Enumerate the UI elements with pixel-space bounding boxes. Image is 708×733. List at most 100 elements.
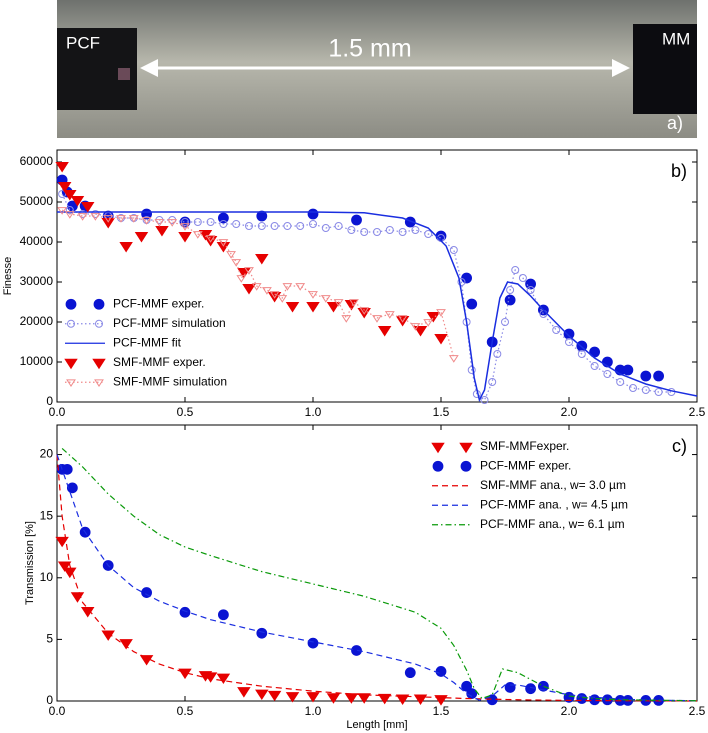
data-point: [267, 690, 282, 702]
data-point: [333, 299, 344, 307]
data-point: [236, 275, 247, 283]
data-point: [231, 259, 242, 267]
legend-marker: [459, 442, 473, 454]
x-tick-label: 2.5: [689, 405, 706, 419]
data-point: [424, 230, 433, 238]
legend-marker: [67, 319, 75, 328]
data-point: [55, 536, 69, 548]
data-point: [518, 274, 527, 282]
data-point: [63, 190, 77, 201]
data-point: [216, 673, 231, 685]
data-point: [384, 311, 395, 319]
data-point: [61, 463, 73, 475]
data-point: [116, 215, 126, 223]
data-point: [360, 228, 369, 236]
legend-label: SMF-MMF simulation: [113, 374, 227, 388]
data-point: [404, 667, 416, 679]
legend-label: PCF-MMF ana. , w= 4.5 µm: [480, 497, 628, 511]
legend-label: SMF-MMF exper.: [113, 355, 206, 369]
data-point: [641, 386, 650, 394]
data-point: [237, 687, 251, 698]
data-point: [506, 286, 515, 294]
data-point: [436, 309, 446, 317]
mm-fiber: [633, 24, 697, 114]
data-point: [320, 295, 331, 303]
y-tick-label: 5: [46, 632, 53, 646]
data-point: [448, 355, 459, 363]
data-point: [357, 693, 371, 704]
data-point: [326, 302, 341, 313]
data-point: [351, 645, 362, 656]
y-tick-label: 20: [40, 447, 54, 461]
data-point: [308, 291, 318, 299]
data-point: [616, 378, 625, 386]
legend-marker: [64, 358, 78, 370]
data-point: [262, 287, 272, 295]
data-point: [589, 346, 600, 358]
data-point: [245, 222, 253, 230]
legend-marker: [431, 442, 445, 454]
data-point: [576, 693, 588, 704]
legend-marker: [92, 358, 106, 370]
data-point: [277, 295, 288, 303]
data-point: [285, 302, 300, 313]
data-point: [525, 278, 536, 290]
data-point: [306, 692, 320, 703]
legend-marker: [66, 379, 76, 387]
data-point: [154, 219, 165, 227]
data-point: [622, 364, 634, 376]
legend-marker: [93, 298, 105, 310]
data-point: [359, 307, 370, 315]
pcf-core: [118, 68, 130, 80]
data-point: [504, 682, 516, 693]
x-tick-label: 1.0: [305, 405, 322, 419]
x-tick-label: 1.5: [433, 405, 450, 419]
y-tick-label: 10: [40, 570, 54, 584]
x-tick-label: 1.0: [305, 704, 322, 718]
y-tick-label: 0: [46, 394, 53, 408]
data-point: [307, 208, 319, 220]
data-point: [590, 362, 599, 370]
data-point: [653, 370, 664, 382]
data-point: [90, 213, 101, 221]
data-point: [244, 267, 254, 275]
photo-label: PCF: [66, 33, 100, 52]
data-point: [351, 214, 362, 226]
x-tick-label: 2.0: [561, 405, 578, 419]
data-point: [449, 246, 458, 254]
data-point: [64, 211, 75, 219]
data-point: [155, 226, 169, 237]
data-point: [57, 182, 72, 193]
data-point: [629, 384, 637, 392]
legend-marker: [95, 319, 103, 328]
data-point: [372, 315, 382, 323]
data-point: [377, 693, 392, 705]
data-point: [119, 242, 133, 253]
data-point: [434, 334, 448, 345]
data-point: [285, 692, 300, 703]
data-point: [480, 396, 489, 404]
data-point: [119, 639, 133, 650]
panel-label: a): [667, 113, 683, 133]
y-tick-label: 30000: [20, 274, 54, 288]
data-point: [101, 218, 115, 229]
y-tick-label: 50000: [20, 194, 54, 208]
data-point: [640, 370, 652, 382]
photo-panel: PCF MM 1.5 mm a): [57, 0, 697, 138]
x-tick-label: 0.0: [49, 405, 66, 419]
data-point: [203, 672, 218, 683]
legend-label: PCF-MMF ana., w= 6.1 µm: [480, 517, 625, 531]
data-point: [435, 666, 447, 677]
data-point: [603, 370, 612, 378]
y-tick-label: 20000: [20, 314, 54, 328]
y-tick-label: 0: [46, 693, 53, 707]
data-point: [128, 215, 139, 223]
data-point: [257, 222, 266, 230]
data-point: [58, 190, 67, 198]
y-tick-label: 15: [40, 508, 54, 522]
data-point: [577, 350, 586, 358]
data-point: [206, 218, 215, 226]
data-point: [295, 283, 306, 291]
y-tick-label: 40000: [20, 234, 54, 248]
